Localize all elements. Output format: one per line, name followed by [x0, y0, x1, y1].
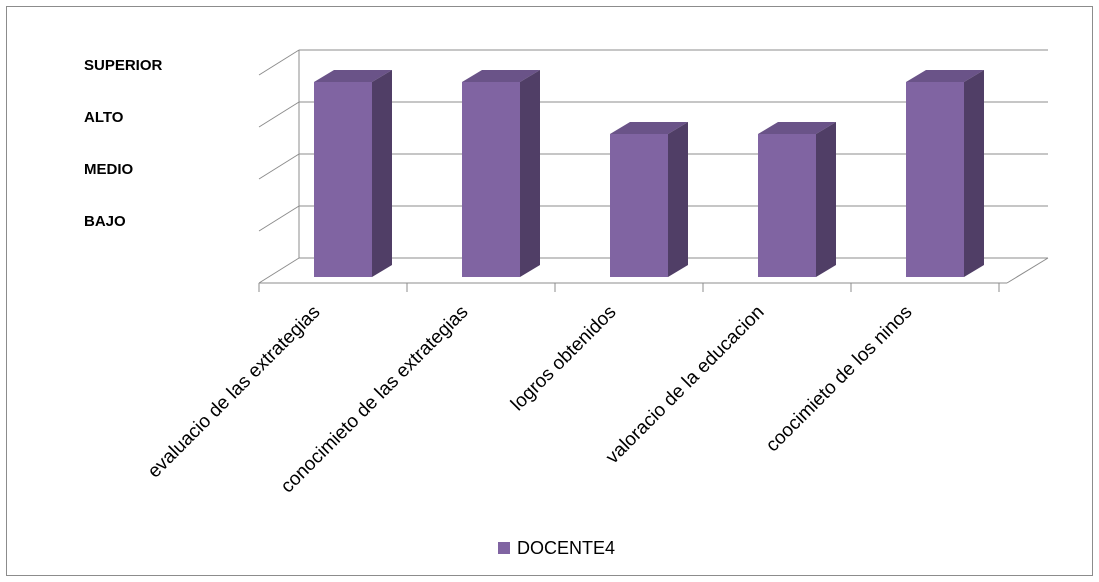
- y-tick-label: SUPERIOR: [84, 57, 163, 74]
- bar-1: [462, 70, 540, 277]
- y-tick-label: ALTO: [84, 109, 124, 126]
- bar-0: [314, 70, 392, 277]
- legend-label: DOCENTE4: [517, 538, 615, 558]
- gridline-side-4: [258, 49, 300, 76]
- bar-front-face: [314, 82, 372, 277]
- y-axis-tick-labels: BAJO MEDIO ALTO SUPERIOR: [84, 57, 163, 230]
- gridline-side-3: [258, 101, 300, 128]
- bar-top-face: [758, 122, 836, 134]
- bars: [314, 70, 984, 277]
- bar-chart: BAJO MEDIO ALTO SUPERIOR evaluacio de las e…: [84, 49, 1049, 558]
- chart-frame: BAJO MEDIO ALTO SUPERIOR evaluacio de las e…: [6, 6, 1093, 576]
- floor-right-edge: [1006, 257, 1049, 284]
- gridline-side-2: [258, 153, 300, 180]
- y-tick-label: BAJO: [84, 213, 126, 230]
- x-axis-tick-labels: evaluacio de las extrategiasconocimieto …: [144, 302, 917, 498]
- y-tick-label: MEDIO: [84, 161, 134, 178]
- bar-side-face: [668, 122, 688, 277]
- legend: DOCENTE4: [498, 538, 615, 558]
- x-tick-label: valoracio de la educacion: [602, 302, 768, 468]
- x-tick-label: coocimieto de los ninos: [762, 302, 917, 457]
- bar-4: [906, 70, 984, 277]
- bar-top-face: [462, 70, 540, 82]
- legend-swatch: [498, 542, 510, 554]
- bar-top-face: [610, 122, 688, 134]
- bar-2: [610, 122, 688, 277]
- bar-3: [758, 122, 836, 277]
- bar-side-face: [372, 70, 392, 277]
- bar-front-face: [610, 134, 668, 277]
- bar-top-face: [906, 70, 984, 82]
- gridline-side-0: [258, 257, 300, 284]
- bar-side-face: [816, 122, 836, 277]
- bar-side-face: [964, 70, 984, 277]
- bar-front-face: [462, 82, 520, 277]
- bar-front-face: [906, 82, 964, 277]
- gridline-side-1: [258, 205, 300, 232]
- bar-front-face: [758, 134, 816, 277]
- x-tick-label: logros obtenidos: [507, 302, 620, 415]
- bar-top-face: [314, 70, 392, 82]
- x-tick-label: evaluacio de las extrategias: [144, 302, 325, 483]
- bar-side-face: [520, 70, 540, 277]
